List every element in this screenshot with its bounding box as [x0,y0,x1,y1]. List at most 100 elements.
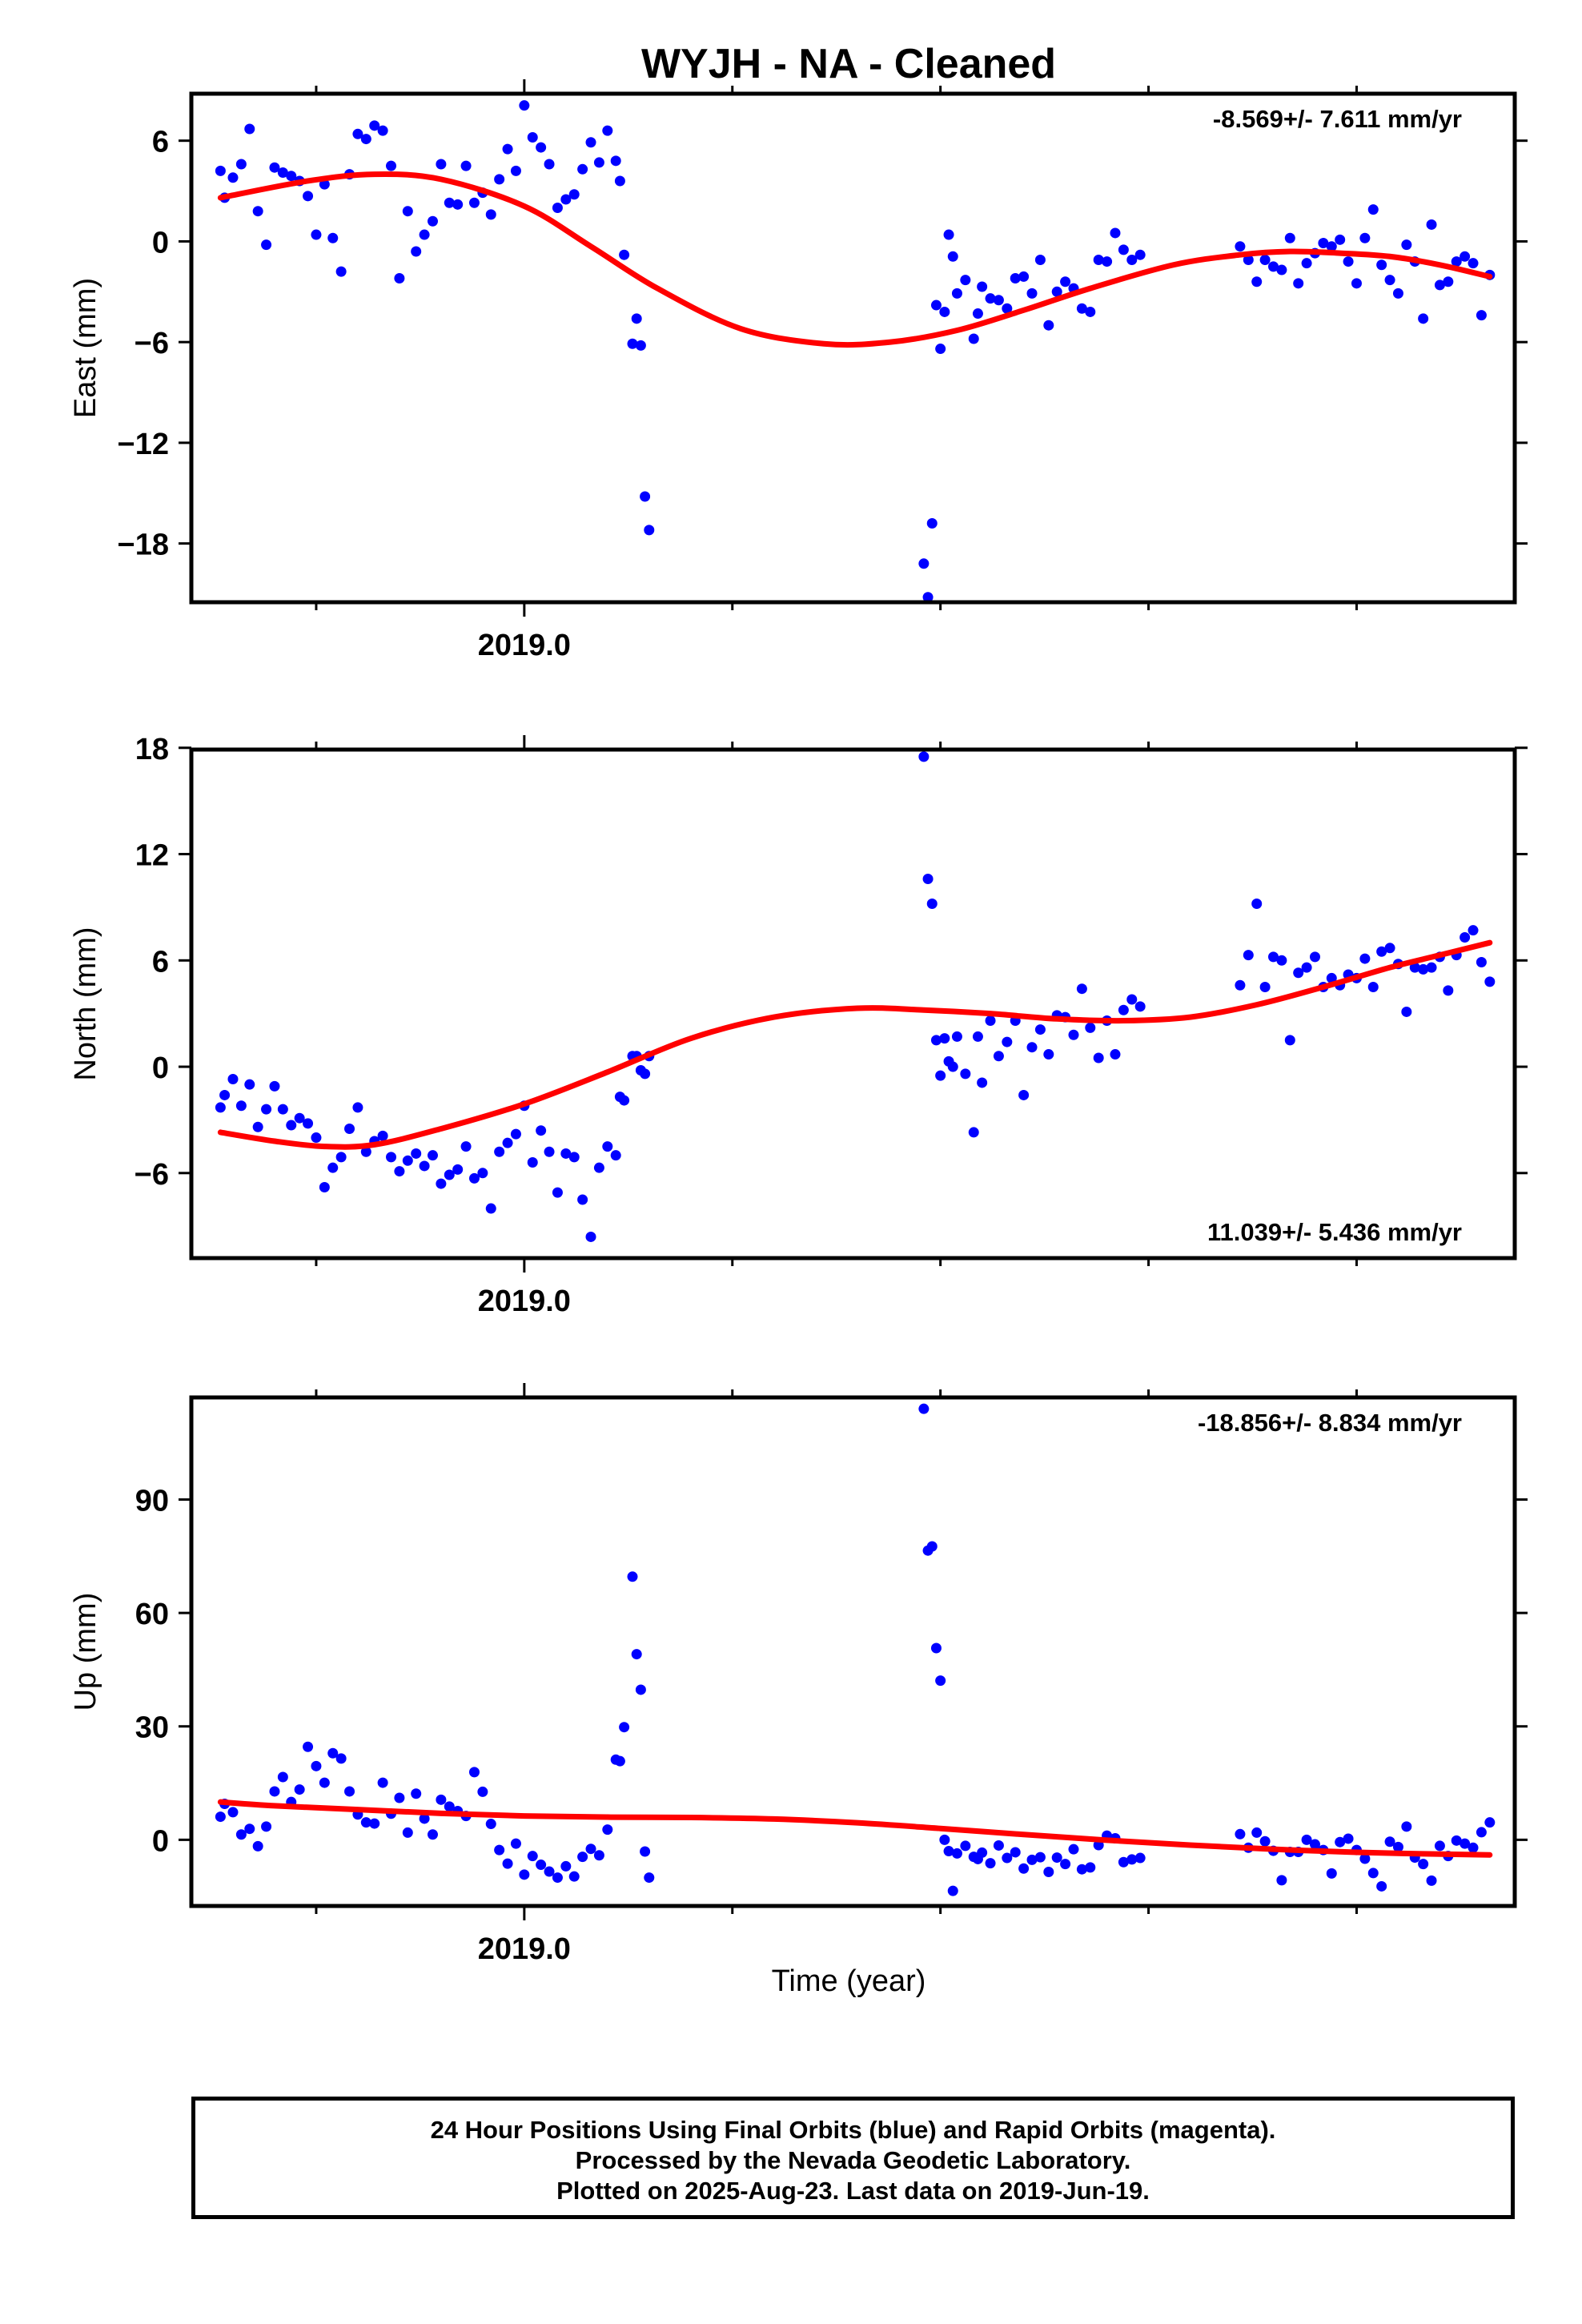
data-point [244,1823,255,1835]
data-point [1401,239,1412,251]
data-point [631,313,642,324]
data-point [494,174,505,185]
data-point [1118,244,1129,255]
data-point [935,344,946,355]
data-point [644,525,655,536]
data-point [1134,1852,1146,1864]
data-point [1434,1840,1445,1852]
data-point [951,1848,962,1859]
data-point [947,1885,958,1896]
data-point [1460,251,1471,262]
data-point [926,898,938,909]
data-point [1335,234,1346,245]
data-point [1326,241,1337,252]
data-point [1235,979,1246,991]
data-point [977,1077,988,1088]
data-point [918,751,930,762]
y-tick-label: 60 [135,1598,169,1631]
data-point [918,558,930,569]
data-point [452,1164,464,1175]
data-point [1309,1839,1320,1850]
data-point [1484,976,1496,987]
data-point [1451,256,1462,267]
data-point [593,1850,604,1861]
data-point [419,1160,430,1172]
data-point [960,275,971,286]
data-point [930,1642,942,1654]
data-point [1076,303,1087,314]
data-point [402,206,413,217]
up-panel: 90 60 30 0 2019.0 Up (mm) -18.856+/- 8.834 mm/… [69,1383,1528,1966]
data-point [631,1649,642,1660]
data-point [485,1819,496,1830]
data-point [1367,981,1379,992]
data-point [544,159,555,170]
data-point [1060,1859,1071,1870]
fit-curve [217,939,1493,1150]
data-point [1102,256,1113,267]
data-point [1251,898,1263,909]
data-point [1468,1842,1479,1853]
data-point [619,249,630,260]
data-point [593,1162,604,1173]
data-point [1367,1868,1379,1879]
data-point [360,1146,371,1157]
data-point [972,308,983,320]
data-point [252,1121,263,1132]
data-point [552,203,563,214]
data-point [311,1132,322,1144]
data-point [452,199,464,210]
data-point [519,100,530,111]
data-point [536,1860,547,1871]
data-point [1476,957,1487,968]
x-tick-label: 2019.0 [478,629,571,662]
data-point [411,246,422,257]
data-point [269,1786,280,1797]
rate-annotation: -18.856+/- 8.834 mm/yr [1198,1409,1462,1437]
data-point [1043,1867,1054,1878]
y-axis-label: Up (mm) [69,1593,102,1711]
y-tick-label: 6 [152,126,169,159]
data-point [215,1102,226,1113]
data-point [585,1844,596,1855]
data-point [369,1818,380,1829]
data-point [369,120,380,131]
data-point [1359,232,1371,243]
y-tick-label: 30 [135,1711,169,1745]
rate-annotation: 11.039+/- 5.436 mm/yr [1207,1218,1462,1246]
data-point [614,175,625,187]
data-point [568,1152,580,1163]
data-point [1068,1844,1079,1855]
data-point [1002,1036,1013,1047]
x-tick-label: 2019.0 [478,1285,571,1318]
data-point [960,1840,971,1852]
data-point [261,1104,272,1115]
footer-line-1: 24 Hour Positions Using Final Orbits (bl… [430,2116,1276,2144]
fit-curve [217,171,1493,348]
footer-line-2: Processed by the Nevada Geodetic Laborat… [575,2146,1131,2174]
data-point [1343,1833,1354,1844]
data-point [444,197,455,208]
data-point [1085,306,1096,317]
y-tick-label: −6 [135,327,169,360]
data-point [610,155,621,167]
data-point [244,123,255,135]
data-point [485,1203,496,1214]
data-point [1026,287,1038,299]
data-point [635,1684,646,1695]
data-point [1460,932,1471,943]
data-point [1401,1821,1412,1832]
data-point [377,125,388,136]
data-point [261,239,272,251]
data-point [1384,275,1395,286]
data-point [1418,313,1429,324]
data-point [1351,278,1362,289]
chart-title: WYJH - NA - Cleaned [641,41,1056,87]
data-point [269,1080,280,1092]
y-axis-label: East (mm) [69,278,102,418]
data-point [311,229,322,240]
data-point [1010,1847,1021,1858]
data-point [577,1852,588,1863]
data-point [1018,1863,1030,1874]
